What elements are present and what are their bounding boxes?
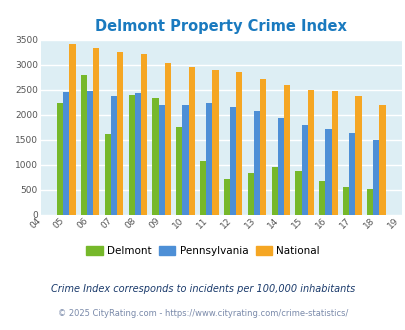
Bar <box>295 171 301 214</box>
Bar <box>182 105 188 214</box>
Bar <box>87 91 93 214</box>
Bar <box>372 140 378 214</box>
Bar <box>247 173 253 214</box>
Bar <box>57 103 63 214</box>
Bar <box>355 96 361 214</box>
Bar <box>342 186 348 214</box>
Bar <box>158 105 164 214</box>
Bar <box>111 96 117 214</box>
Bar <box>253 111 260 214</box>
Bar <box>104 134 111 214</box>
Bar <box>277 117 283 214</box>
Text: © 2025 CityRating.com - https://www.cityrating.com/crime-statistics/: © 2025 CityRating.com - https://www.city… <box>58 309 347 318</box>
Bar <box>301 124 307 214</box>
Text: Crime Index corresponds to incidents per 100,000 inhabitants: Crime Index corresponds to incidents per… <box>51 284 354 294</box>
Bar <box>325 129 331 214</box>
Legend: Delmont, Pennsylvania, National: Delmont, Pennsylvania, National <box>82 242 323 260</box>
Bar <box>271 167 277 214</box>
Bar <box>331 91 337 214</box>
Bar <box>348 133 355 214</box>
Bar <box>212 70 218 214</box>
Bar <box>69 44 75 214</box>
Bar <box>283 84 290 214</box>
Bar <box>206 103 212 214</box>
Bar <box>307 89 313 214</box>
Title: Delmont Property Crime Index: Delmont Property Crime Index <box>95 19 346 34</box>
Bar <box>236 72 242 215</box>
Bar <box>378 105 385 214</box>
Bar <box>164 63 171 214</box>
Bar <box>81 75 87 215</box>
Bar <box>176 126 182 214</box>
Bar <box>117 51 123 214</box>
Bar <box>223 179 230 214</box>
Bar <box>152 98 158 214</box>
Bar <box>128 95 134 214</box>
Bar <box>93 48 99 214</box>
Bar <box>230 107 236 214</box>
Bar <box>318 181 325 214</box>
Bar <box>63 91 69 214</box>
Bar <box>141 54 147 214</box>
Bar <box>366 189 372 214</box>
Bar <box>134 93 141 214</box>
Bar <box>260 79 266 214</box>
Bar <box>188 67 194 214</box>
Bar <box>200 160 206 214</box>
